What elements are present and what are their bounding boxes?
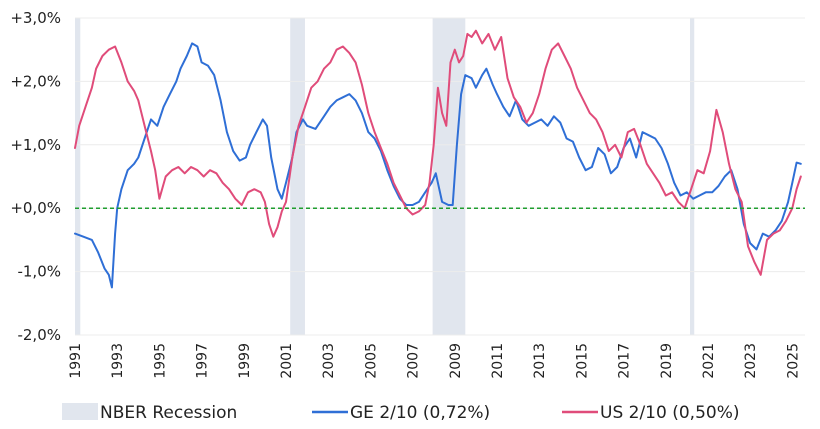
x-tick-label: 2015: [574, 343, 590, 379]
x-tick-label: 2009: [448, 343, 464, 379]
series-line-0: [74, 42, 802, 289]
x-tick-label: 2007: [406, 343, 422, 379]
legend: NBER Recession GE 2/10 (0,72%) US 2/10 (0,…: [62, 403, 740, 423]
x-tick-label: 2019: [659, 343, 675, 379]
x-tick-label: 1995: [152, 343, 168, 379]
legend-label-1: GE 2/10 (0,72%): [350, 403, 490, 423]
recession-band-3: [690, 18, 695, 335]
x-tick-label: 1993: [110, 343, 126, 379]
y-tick-label: +1,0%: [10, 136, 61, 154]
x-tick-label: 2001: [279, 343, 295, 379]
x-tick-label: 1999: [237, 343, 253, 379]
x-tick-label: 2021: [701, 343, 717, 379]
y-axis-ticks: +3,0% +2,0% +1,0% +0,0% -1,0% -2,0%: [10, 9, 61, 344]
recession-band-0: [75, 18, 81, 335]
y-tick-label: +3,0%: [10, 9, 61, 27]
legend-swatch-recession: [62, 403, 98, 420]
recession-bands: [75, 18, 695, 335]
series-line-1: [74, 29, 802, 276]
x-tick-label: 2025: [785, 343, 801, 379]
recession-band-1: [290, 18, 305, 335]
x-tick-label: 2017: [617, 343, 633, 379]
x-tick-label: 1991: [68, 343, 84, 379]
series-lines: [74, 29, 802, 289]
x-axis-ticks: 1991 1993 1995 1997 1999 2001 2003 2005 2007 2009…: [68, 343, 801, 379]
x-tick-label: 1997: [195, 343, 211, 379]
x-tick-label: 2003: [321, 343, 337, 379]
y-tick-label: -1,0%: [17, 263, 61, 281]
legend-label-2: US 2/10 (0,50%): [600, 403, 740, 423]
x-tick-label: 2023: [743, 343, 759, 379]
y-tick-label: -2,0%: [17, 326, 61, 344]
legend-label-0: NBER Recession: [100, 403, 237, 423]
y-tick-label: +2,0%: [10, 72, 61, 90]
x-tick-label: 2013: [532, 343, 548, 379]
y-tick-label: +0,0%: [10, 199, 61, 217]
x-tick-label: 2011: [490, 343, 506, 379]
x-tick-label: 2005: [363, 343, 379, 379]
